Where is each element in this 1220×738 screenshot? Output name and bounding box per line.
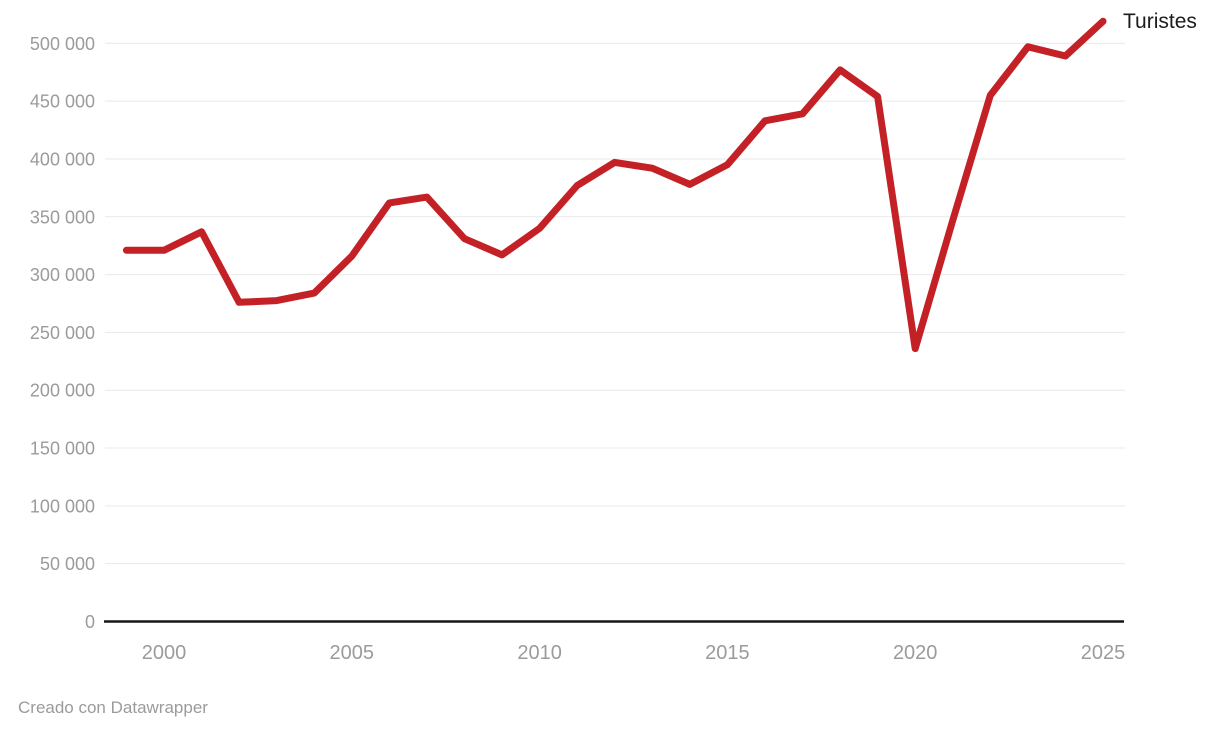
x-tick-label-2005: 2005 xyxy=(330,642,375,664)
line-chart: 0 50 000 100 000 150 000 200 000 250 000 300 0… xyxy=(30,10,1197,664)
y-tick-label-350000: 350 000 xyxy=(30,207,95,227)
x-tick-label-2020: 2020 xyxy=(893,642,938,664)
x-tick-label-2010: 2010 xyxy=(517,642,562,664)
x-tick-label-2025: 2025 xyxy=(1081,642,1126,664)
x-tick-label-2015: 2015 xyxy=(705,642,750,664)
y-tick-label-150000: 150 000 xyxy=(30,439,95,459)
y-tick-label-400000: 400 000 xyxy=(30,149,95,169)
x-axis-labels: 2000 2005 2010 2015 2020 2025 xyxy=(142,642,1126,664)
y-tick-label-100000: 100 000 xyxy=(30,496,95,516)
y-tick-label-450000: 450 000 xyxy=(30,92,95,112)
attribution-text: Creado con Datawrapper xyxy=(18,698,208,717)
y-tick-label-500000: 500 000 xyxy=(30,34,95,54)
y-tick-label-300000: 300 000 xyxy=(30,265,95,285)
series-line-turistes xyxy=(122,17,1107,353)
x-tick-label-2000: 2000 xyxy=(142,642,187,664)
gridlines xyxy=(105,42,1125,565)
series-label: Turistes xyxy=(1123,10,1197,33)
y-tick-label-200000: 200 000 xyxy=(30,381,95,401)
y-tick-label-50000: 50 000 xyxy=(40,554,95,574)
y-tick-label-250000: 250 000 xyxy=(30,323,95,343)
y-axis-labels: 0 50 000 100 000 150 000 200 000 250 000 300 0… xyxy=(30,34,95,632)
y-tick-label-0: 0 xyxy=(85,612,95,632)
